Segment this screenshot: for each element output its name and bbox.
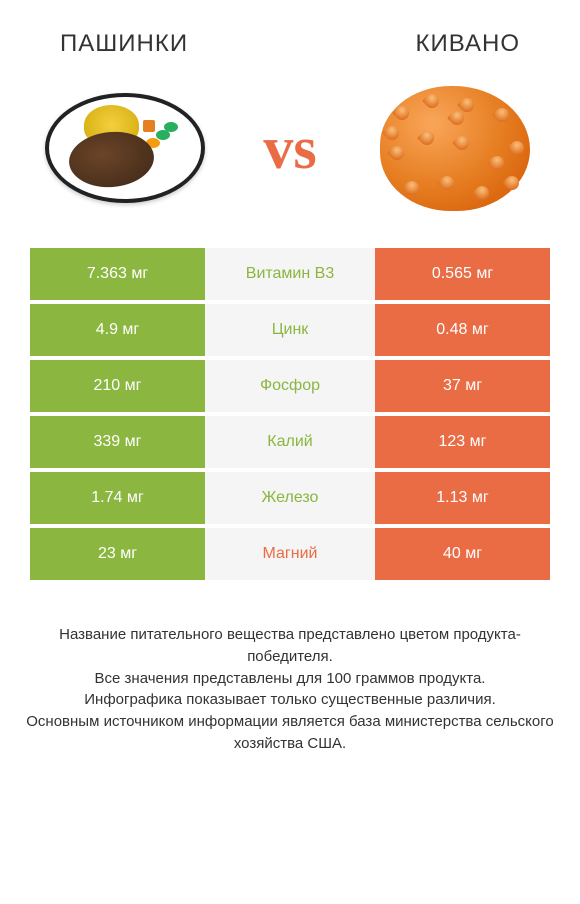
left-value: 7.363 мг	[30, 248, 205, 300]
footer-line: Основным источником информации является …	[20, 711, 560, 755]
table-row: 7.363 мгВитамин B30.565 мг	[30, 248, 550, 300]
left-value: 23 мг	[30, 528, 205, 580]
table-row: 4.9 мгЦинк0.48 мг	[30, 304, 550, 356]
images-row: vs	[0, 68, 580, 248]
right-food-image	[370, 78, 540, 218]
left-value: 339 мг	[30, 416, 205, 468]
footer-line: Название питательного вещества представл…	[20, 624, 560, 668]
right-value: 0.48 мг	[375, 304, 550, 356]
right-value: 37 мг	[375, 360, 550, 412]
left-value: 210 мг	[30, 360, 205, 412]
footer-notes: Название питательного вещества представл…	[0, 584, 580, 755]
right-value: 123 мг	[375, 416, 550, 468]
table-row: 23 мгМагний40 мг	[30, 528, 550, 580]
nutrient-label: Железо	[205, 472, 375, 524]
right-value: 40 мг	[375, 528, 550, 580]
nutrient-label: Фосфор	[205, 360, 375, 412]
nutrient-label: Калий	[205, 416, 375, 468]
nutrient-label: Магний	[205, 528, 375, 580]
right-title: КИВАНО	[416, 30, 520, 58]
header: ПАШИНКИ КИВАНО	[0, 0, 580, 68]
right-value: 0.565 мг	[375, 248, 550, 300]
left-value: 1.74 мг	[30, 472, 205, 524]
nutrient-label: Витамин B3	[205, 248, 375, 300]
right-value: 1.13 мг	[375, 472, 550, 524]
table-row: 339 мгКалий123 мг	[30, 416, 550, 468]
left-value: 4.9 мг	[30, 304, 205, 356]
table-row: 1.74 мгЖелезо1.13 мг	[30, 472, 550, 524]
vs-label: vs	[263, 114, 316, 183]
left-food-image	[40, 78, 210, 218]
footer-line: Инфографика показывает только существенн…	[20, 689, 560, 711]
nutrient-label: Цинк	[205, 304, 375, 356]
table-row: 210 мгФосфор37 мг	[30, 360, 550, 412]
left-title: ПАШИНКИ	[60, 30, 188, 58]
footer-line: Все значения представлены для 100 граммо…	[20, 668, 560, 690]
comparison-table: 7.363 мгВитамин B30.565 мг4.9 мгЦинк0.48…	[30, 248, 550, 580]
